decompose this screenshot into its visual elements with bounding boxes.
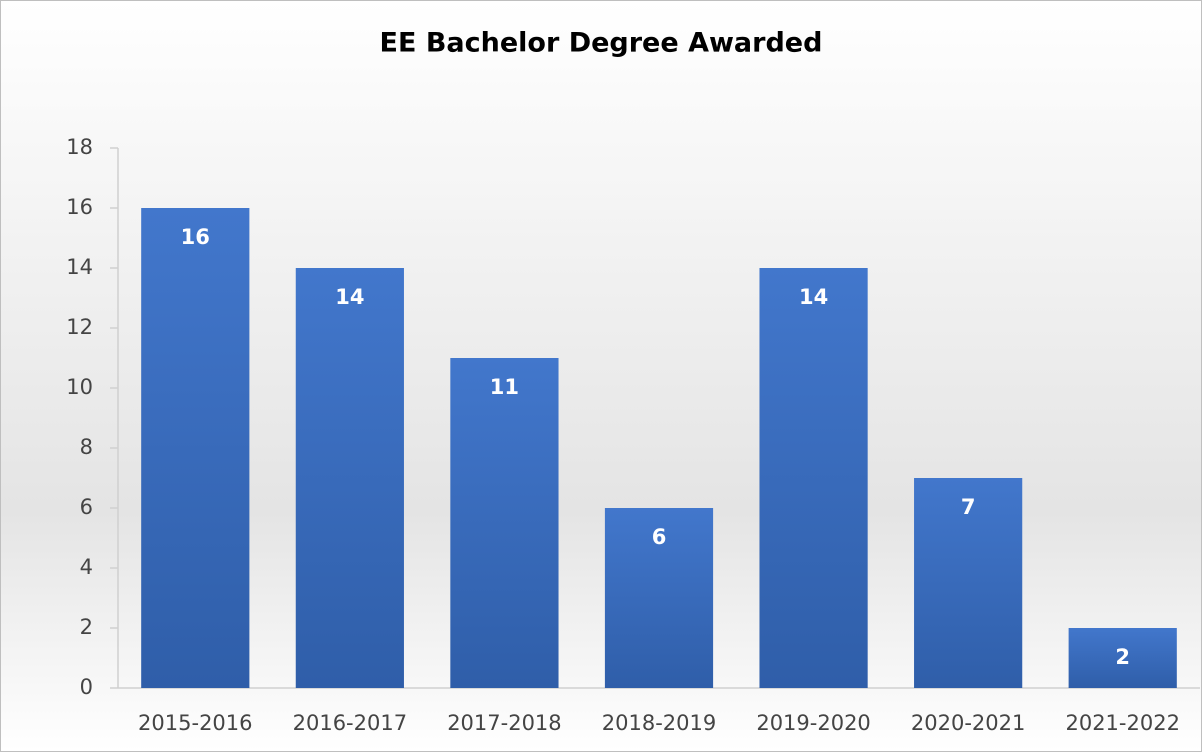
- x-tick-label: 2017-2018: [447, 711, 561, 735]
- x-tick-label: 2018-2019: [602, 711, 716, 735]
- bar: [604, 508, 714, 688]
- x-tick-label: 2019-2020: [756, 711, 870, 735]
- y-tick-label: 10: [66, 375, 93, 399]
- x-tick-label: 2021-2022: [1065, 711, 1179, 735]
- bar: [141, 208, 250, 688]
- bar: [295, 268, 404, 688]
- y-tick-label: 16: [66, 195, 93, 219]
- y-tick-label: 4: [80, 555, 93, 579]
- data-label: 11: [490, 375, 519, 399]
- bar: [1068, 628, 1177, 688]
- x-tick-label: 2020-2021: [911, 711, 1025, 735]
- y-tick-label: 0: [80, 675, 93, 699]
- y-tick-label: 8: [80, 435, 93, 459]
- y-tick-label: 2: [80, 615, 93, 639]
- data-label: 2: [1115, 645, 1130, 669]
- bar: [759, 268, 868, 688]
- data-label: 14: [335, 285, 364, 309]
- y-tick-label: 12: [66, 315, 93, 339]
- bar: [450, 358, 559, 688]
- x-tick-label: 2015-2016: [138, 711, 252, 735]
- bar: [914, 478, 1023, 688]
- y-tick-label: 18: [66, 135, 93, 159]
- x-tick-label: 2016-2017: [293, 711, 407, 735]
- data-label: 7: [961, 495, 976, 519]
- y-tick-label: 6: [80, 495, 93, 519]
- data-label: 14: [799, 285, 828, 309]
- data-label: 16: [181, 225, 210, 249]
- y-tick-label: 14: [66, 255, 93, 279]
- data-label: 6: [652, 525, 667, 549]
- chart-title: EE Bachelor Degree Awarded: [380, 28, 823, 59]
